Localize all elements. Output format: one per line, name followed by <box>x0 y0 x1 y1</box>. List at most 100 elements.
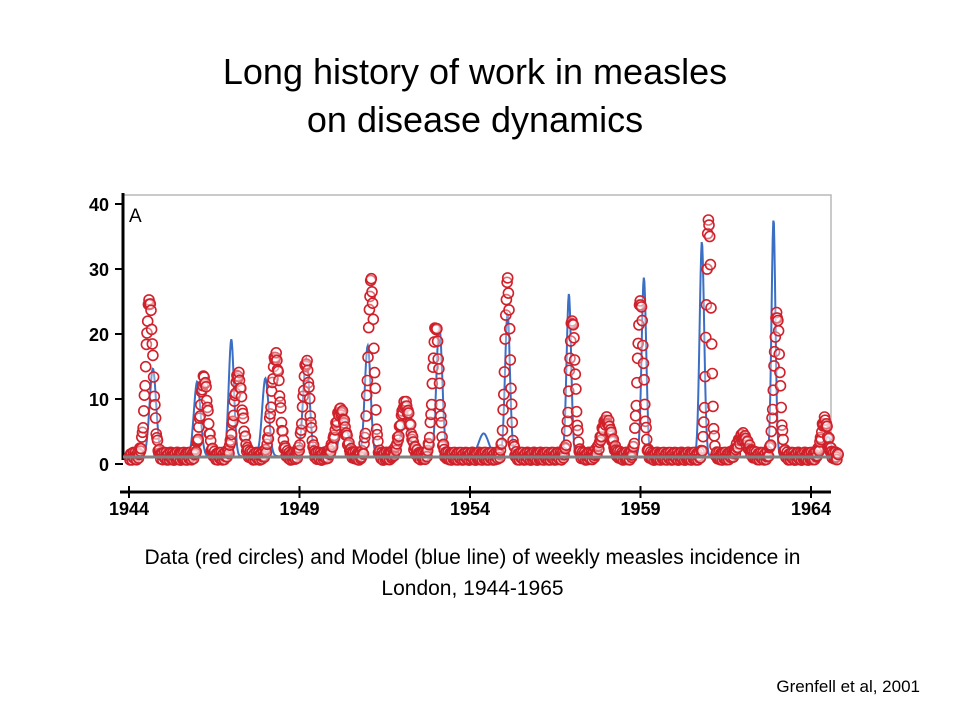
x-tick-label: 1944 <box>109 499 149 519</box>
data-point <box>705 302 717 314</box>
data-point <box>769 331 782 343</box>
caption-line-2: London, 1944-1965 <box>381 577 564 600</box>
data-point <box>629 422 641 434</box>
data-point <box>303 381 315 393</box>
data-point <box>149 398 161 411</box>
data-point <box>368 342 380 355</box>
data-point <box>370 404 382 416</box>
data-point <box>239 430 252 443</box>
data-point <box>145 304 157 317</box>
x-tick-label: 1949 <box>279 499 319 519</box>
data-point <box>560 439 572 452</box>
data-point <box>362 351 374 364</box>
data-point <box>146 338 159 350</box>
measles-incidence-chart: 0 10 20 30 40 1944 1949 1954 1959 1964 A <box>89 193 845 519</box>
data-point <box>138 389 151 402</box>
data-point <box>764 439 777 451</box>
citation: Grenfell et al, 2001 <box>776 677 920 696</box>
data-point <box>562 406 574 419</box>
data-point <box>237 412 250 425</box>
data-point <box>296 400 309 413</box>
data-point <box>274 402 287 414</box>
data-point <box>147 371 160 383</box>
data-point <box>821 420 833 433</box>
data-point <box>636 339 649 352</box>
data-point <box>305 421 318 434</box>
data-point <box>497 388 510 401</box>
data-point <box>200 380 212 393</box>
data-point <box>368 366 381 379</box>
x-tick-label: 1954 <box>450 499 490 519</box>
data-point <box>638 398 651 411</box>
data-point <box>271 354 283 367</box>
data-point <box>425 408 437 421</box>
data-point <box>773 348 786 361</box>
data-point <box>433 377 446 390</box>
y-tick-label: 10 <box>89 390 109 410</box>
data-point <box>233 366 245 379</box>
data-point <box>502 287 515 299</box>
data-point <box>497 403 509 416</box>
data-point <box>135 442 147 455</box>
data-point <box>506 416 519 429</box>
data-point <box>402 407 415 419</box>
data-point <box>704 258 717 271</box>
data-point <box>275 416 288 429</box>
data-point <box>636 314 649 327</box>
data-point <box>504 354 517 366</box>
data-point <box>707 400 719 413</box>
data-point <box>628 437 641 450</box>
data-point <box>772 314 784 327</box>
data-point <box>139 360 152 373</box>
data-point <box>637 357 650 370</box>
y-tick-label: 40 <box>89 195 109 215</box>
data-point <box>225 428 238 441</box>
data-point <box>192 433 204 446</box>
data-point <box>272 365 285 378</box>
data-point <box>766 403 779 416</box>
data-point <box>147 349 159 362</box>
data-point <box>367 313 380 326</box>
data-point <box>149 412 162 424</box>
data-point <box>568 354 581 366</box>
data-point <box>435 416 448 429</box>
data-point <box>698 401 711 414</box>
data-point <box>365 272 378 285</box>
data-point <box>629 409 642 422</box>
data-point <box>432 353 445 365</box>
data-point <box>568 331 580 344</box>
data-point <box>635 301 648 313</box>
data-point <box>137 421 149 434</box>
data-point <box>776 424 789 437</box>
x-tick-label: 1959 <box>620 499 660 519</box>
data-point <box>772 324 785 337</box>
data-point <box>303 392 316 405</box>
data-point <box>235 390 248 403</box>
data-point <box>708 430 721 442</box>
data-point <box>145 323 158 336</box>
data-point <box>572 424 584 437</box>
data-point <box>774 379 787 392</box>
data-point <box>563 364 576 377</box>
data-point <box>703 230 716 243</box>
data-point <box>423 431 436 444</box>
data-point <box>697 416 710 428</box>
data-point <box>358 431 371 444</box>
data-point <box>705 338 718 350</box>
data-point <box>503 304 515 316</box>
y-tick-label: 0 <box>99 455 109 475</box>
data-point <box>194 410 206 422</box>
data-point <box>276 425 289 438</box>
data-point <box>301 354 313 367</box>
data-point <box>500 293 513 306</box>
data-point <box>301 364 314 377</box>
slide-title: Long history of work in measles on disea… <box>0 48 950 144</box>
data-point <box>366 297 379 310</box>
data-point <box>425 398 438 411</box>
chart-caption: Data (red circles) and Model (blue line)… <box>0 542 945 604</box>
data-point <box>363 303 376 316</box>
data-point <box>434 398 447 411</box>
data-point <box>265 401 277 414</box>
y-tick-label: 30 <box>89 260 109 280</box>
data-point <box>263 425 275 437</box>
